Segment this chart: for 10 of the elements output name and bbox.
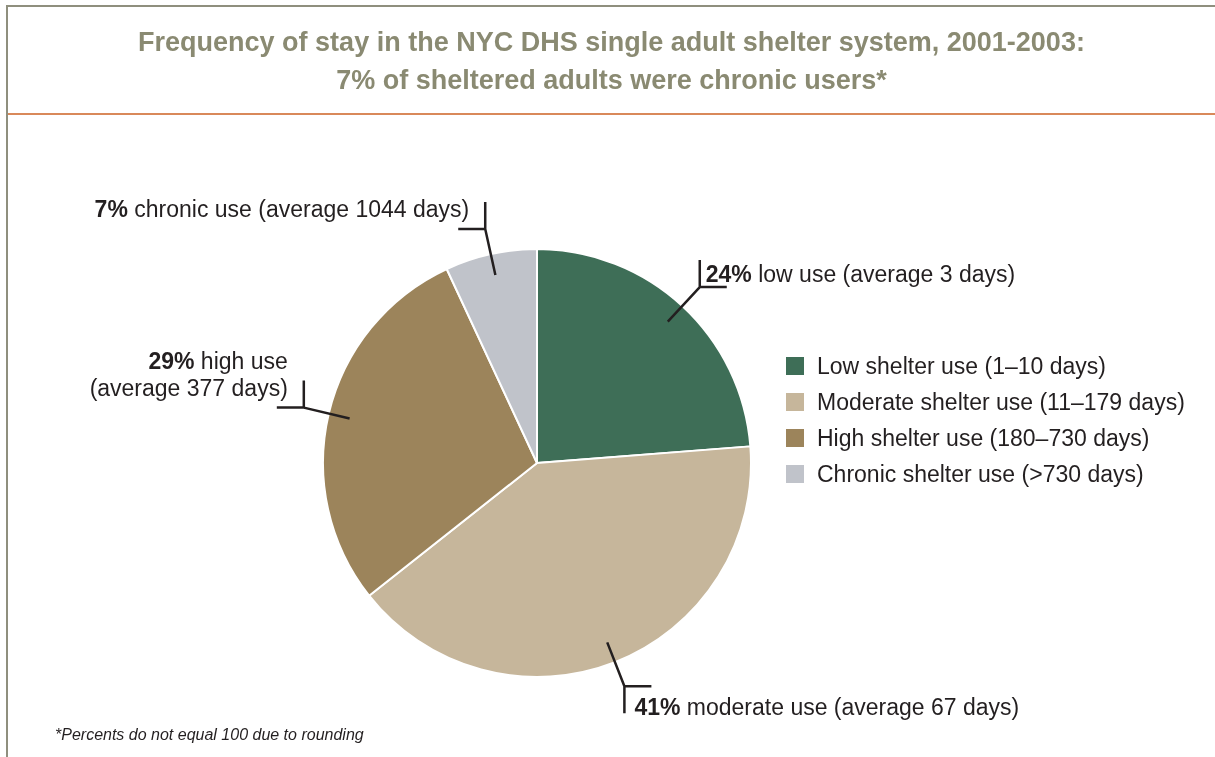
data-label: 41% moderate use (average 67 days) <box>634 694 1021 722</box>
legend-label: Chronic shelter use (>730 days) <box>817 460 1144 488</box>
data-label: 7% chronic use (average 1044 days) <box>93 195 470 223</box>
legend-label: High shelter use (180–730 days) <box>817 424 1150 452</box>
legend-label: Low shelter use (1–10 days) <box>817 352 1106 380</box>
data-label: 29% high use (average 377 days) <box>88 347 288 402</box>
text: *Percents do not equal 100 due to rounding <box>55 726 364 744</box>
data-label: 24% low use (average 3 days) <box>705 261 1017 289</box>
chart-title: Frequency of stay in the NYC DHS single adult shelter system, 2001-2003: 7% of sheltered adults were chronic users* <box>137 26 1086 97</box>
legend-label: Moderate shelter use (11–179 days) <box>817 388 1185 416</box>
